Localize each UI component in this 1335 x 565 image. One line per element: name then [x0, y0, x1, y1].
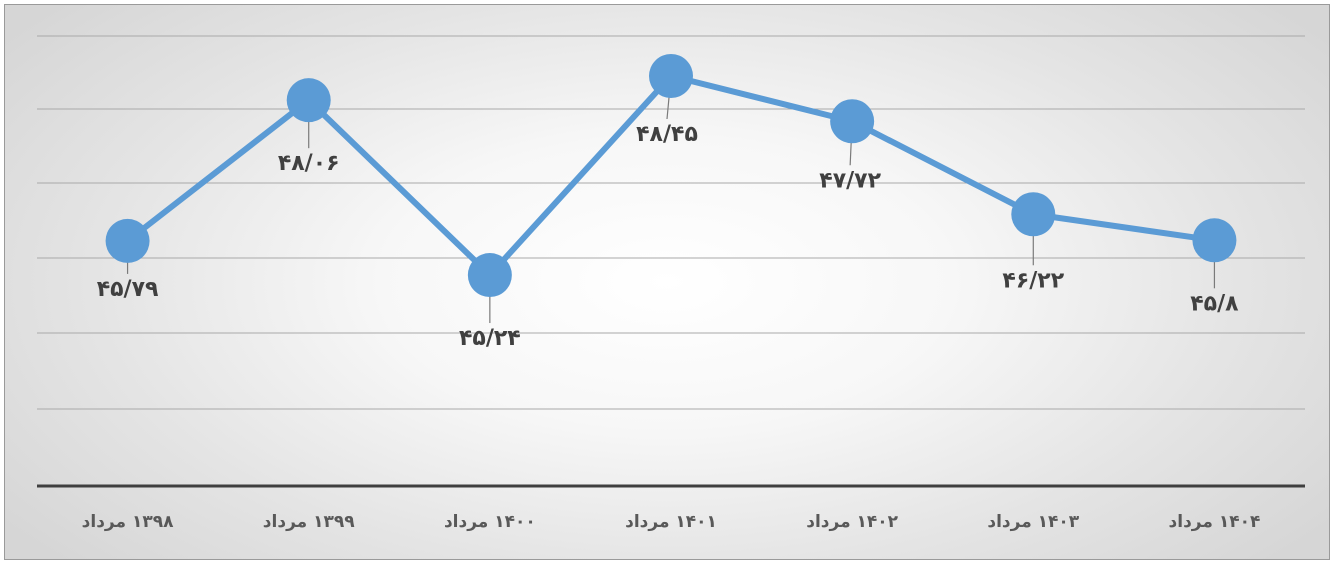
data-label: ۴۵/۲۴ [459, 326, 521, 351]
x-tick-labels: ۱۳۹۸ مرداد ۱۳۹۹ مرداد ۱۴۰۰ مرداد ۱۴۰۱ مرداد… [82, 512, 1261, 532]
data-label: ۴۸/۴۵ [636, 122, 698, 147]
data-point-marker [467, 253, 512, 298]
x-tick-label: ۱۴۰۳ مرداد [987, 512, 1079, 532]
data-point-marker [1011, 192, 1056, 237]
data-label: ۴۸/۰۶ [278, 151, 340, 176]
data-point-marker [105, 218, 150, 263]
x-tick-label: ۱۴۰۴ مرداد [1169, 512, 1261, 532]
line-chart: ۴۵/۷۹ ۴۸/۰۶ ۴۵/۲۴ ۴۸/۴۵ ۴۷/۷۲ ۴۶/۲۲ ۴۵/۸ ۱۳۹۸ … [37, 35, 1305, 532]
data-label: ۴۷/۷۲ [819, 168, 881, 193]
gridlines [37, 35, 1305, 410]
x-tick-label: ۱۴۰۲ مرداد [806, 512, 898, 532]
x-tick-label: ۱۴۰۱ مرداد [625, 512, 717, 532]
data-label: ۴۶/۲۲ [1002, 268, 1064, 293]
chart-area: ۴۵/۷۹ ۴۸/۰۶ ۴۵/۲۴ ۴۸/۴۵ ۴۷/۷۲ ۴۶/۲۲ ۴۵/۸ ۱۳۹۸ … [4, 4, 1330, 560]
data-labels: ۴۵/۷۹ ۴۸/۰۶ ۴۵/۲۴ ۴۸/۴۵ ۴۷/۷۲ ۴۶/۲۲ ۴۵/۸ [97, 122, 1239, 351]
data-point-marker [830, 99, 875, 144]
data-label: ۴۵/۸ [1190, 291, 1239, 316]
markers [105, 54, 1237, 298]
data-point-marker [649, 54, 693, 98]
x-tick-label: ۱۳۹۹ مرداد [263, 512, 355, 532]
data-point-marker [1192, 218, 1237, 263]
x-tick-label: ۱۳۹۸ مرداد [82, 512, 174, 532]
data-label: ۴۵/۷۹ [97, 277, 159, 302]
data-point-marker [286, 78, 331, 123]
x-tick-label: ۱۴۰۰ مرداد [444, 512, 536, 532]
